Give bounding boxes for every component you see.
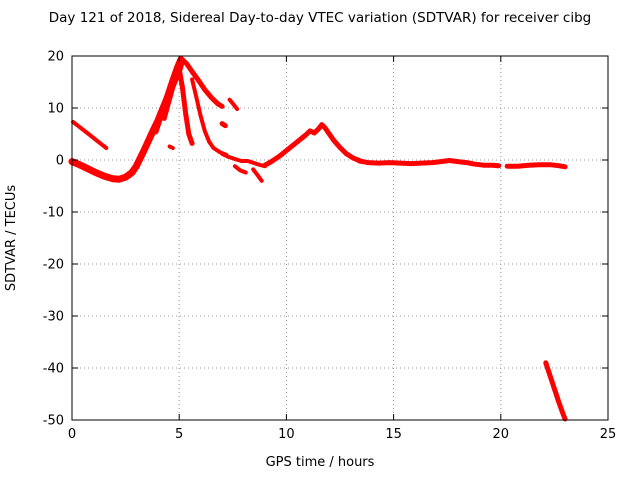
y-tick-label: 20 [47, 50, 64, 65]
y-tick-label: 0 [56, 154, 64, 169]
data-series-mid-band [220, 151, 267, 169]
data-series-bottom-right-streak [543, 360, 568, 422]
data-series-flat-band-b [504, 162, 568, 170]
chart-title: Day 121 of 2018, Sidereal Day-to-day VTE… [48, 10, 592, 26]
y-tick-label: -40 [43, 362, 64, 377]
y-tick-label: -50 [43, 414, 64, 429]
data-series-midday-bump [262, 122, 362, 168]
y-axis-label: SDTVAR / TECUs [4, 184, 19, 292]
data-series-decline-spur [227, 97, 240, 111]
data-series-flat-band-a [356, 158, 502, 169]
data-series-early-descending-streak [71, 120, 109, 150]
data-series-mid-dip-a [232, 164, 248, 175]
data-series-steep-drop-branch [190, 77, 229, 157]
data-series-small-cluster-after-decline [219, 121, 228, 129]
x-tick-label: 15 [385, 427, 402, 442]
data-series-peak-decline [178, 56, 225, 109]
x-tick-label: 0 [68, 427, 76, 442]
x-tick-label: 25 [600, 427, 617, 442]
y-tick-label: 10 [47, 102, 64, 117]
x-axis-label: GPS time / hours [265, 455, 375, 470]
data-series-mid-dip-b [251, 167, 264, 183]
data-series-peak-drop-branch [161, 66, 195, 146]
plot-border [71, 55, 609, 421]
data-series-second-rise [152, 56, 184, 135]
y-tick-label: -10 [43, 206, 64, 221]
x-tick-label: 10 [278, 427, 295, 442]
x-tick-label: 5 [175, 427, 183, 442]
x-tick-label: 20 [493, 427, 510, 442]
y-tick-label: -30 [43, 310, 64, 325]
data-series-small-cluster-left-of-peak [167, 144, 175, 150]
y-tick-label: -20 [43, 258, 64, 273]
